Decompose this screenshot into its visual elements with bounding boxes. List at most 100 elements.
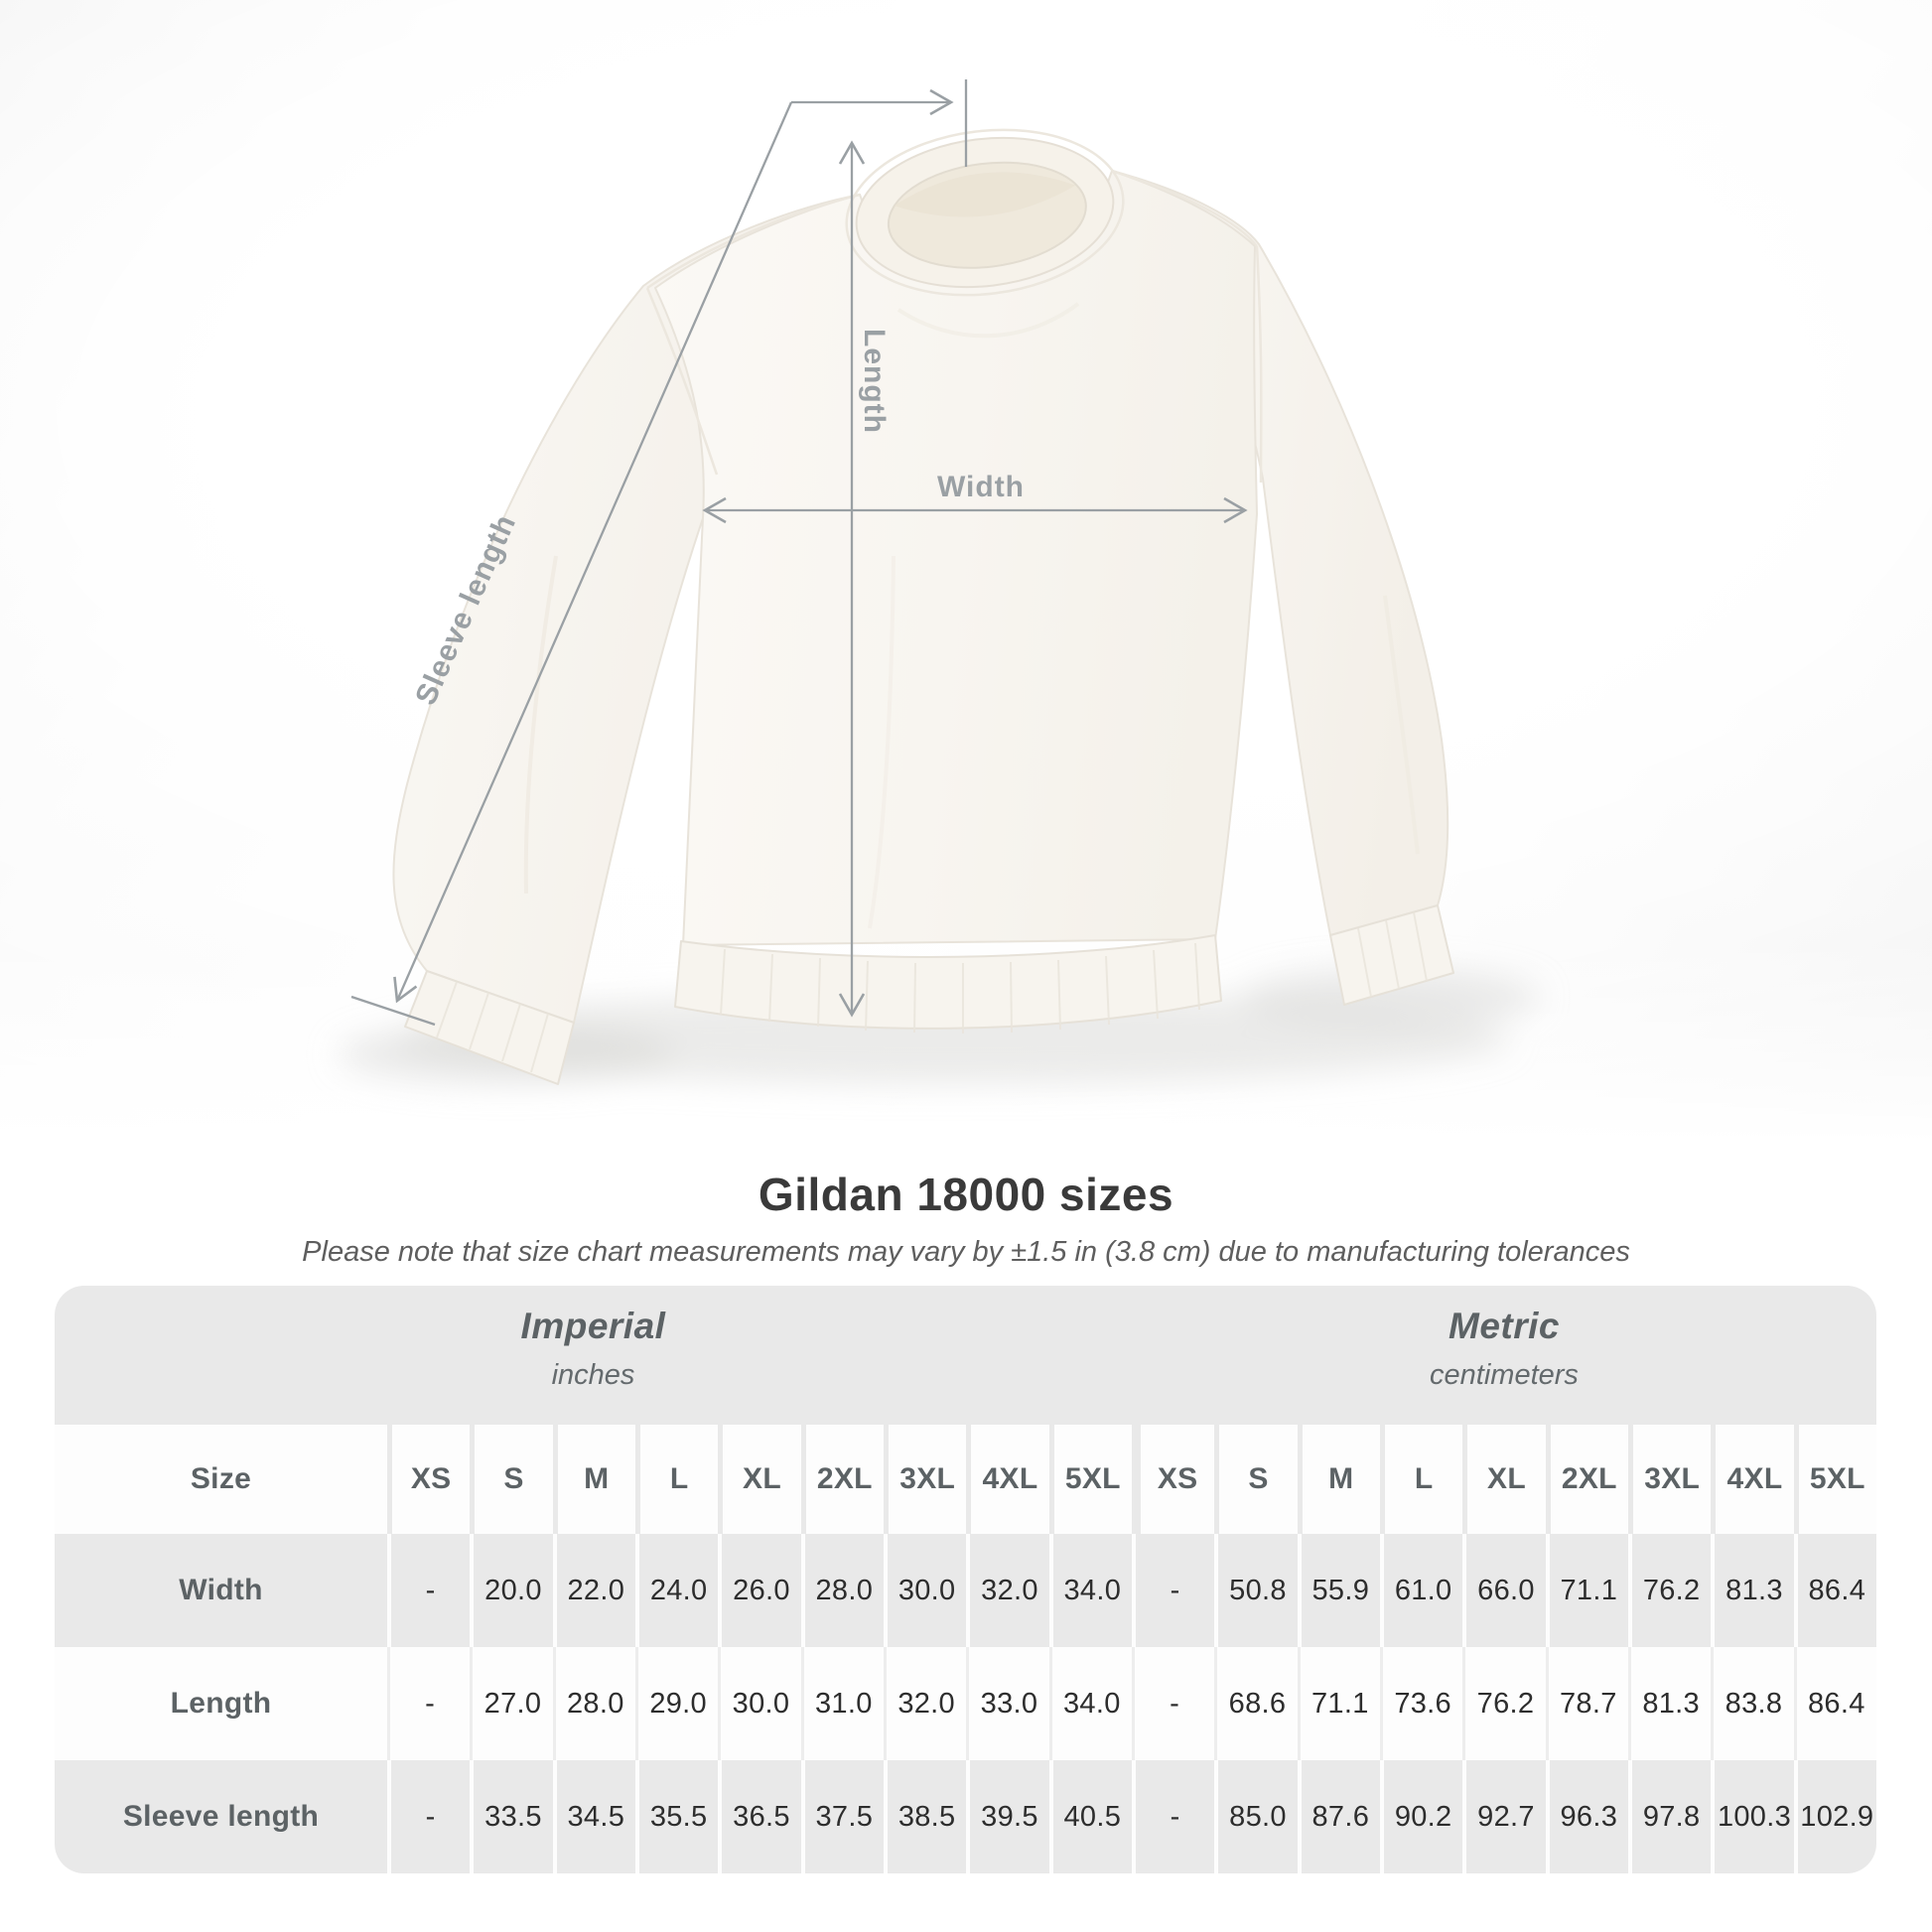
size-value-cell: 27.0 bbox=[470, 1647, 552, 1760]
size-value-cell: 76.2 bbox=[1462, 1647, 1545, 1760]
unit-group-row: Imperial inches Metric centimeters bbox=[55, 1286, 1876, 1425]
size-value-cell: 24.0 bbox=[635, 1534, 718, 1647]
row-label: Sleeve length bbox=[122, 1800, 320, 1833]
seam-lines bbox=[645, 169, 1263, 483]
size-col-header: 2XL bbox=[1545, 1425, 1628, 1534]
size-value-cell: 81.3 bbox=[1711, 1534, 1793, 1647]
size-col-header: L bbox=[1380, 1425, 1463, 1534]
size-col-header: S bbox=[1214, 1425, 1298, 1534]
size-value-cell: 39.5 bbox=[966, 1760, 1048, 1873]
sweatshirt-illustration bbox=[392, 128, 1454, 1085]
size-col-header: XS bbox=[387, 1425, 471, 1534]
left-cuff bbox=[404, 970, 575, 1085]
size-value-cell: 35.5 bbox=[635, 1760, 718, 1873]
size-value-cell: - bbox=[1132, 1760, 1214, 1873]
size-value-cell: 86.4 bbox=[1793, 1647, 1876, 1760]
size-value-cell: 100.3 bbox=[1711, 1760, 1793, 1873]
size-value-cell: - bbox=[387, 1647, 470, 1760]
size-value-cell: 28.0 bbox=[800, 1534, 884, 1647]
size-table: Imperial inches Metric centimeters Size … bbox=[55, 1286, 1876, 1873]
row-label: Length bbox=[170, 1687, 272, 1720]
size-value-cell: - bbox=[1132, 1647, 1214, 1760]
size-value-cell: 22.0 bbox=[552, 1534, 635, 1647]
size-value-cell: 87.6 bbox=[1297, 1760, 1380, 1873]
size-value-cell: 61.0 bbox=[1380, 1534, 1462, 1647]
size-value-cell: 97.8 bbox=[1628, 1760, 1711, 1873]
size-col-header: M bbox=[552, 1425, 635, 1534]
garment-shadow bbox=[338, 969, 1539, 1084]
size-value-cell: 34.0 bbox=[1048, 1647, 1132, 1760]
page-title: Gildan 18000 sizes bbox=[758, 1169, 1174, 1220]
size-col-header: 2XL bbox=[800, 1425, 884, 1534]
size-col-header: 3XL bbox=[1628, 1425, 1712, 1534]
size-col-header: 5XL bbox=[1793, 1425, 1876, 1534]
size-value-cell: 26.0 bbox=[718, 1534, 800, 1647]
size-col-header: 4XL bbox=[966, 1425, 1049, 1534]
hem-band bbox=[674, 934, 1222, 1030]
size-value-cell: 34.0 bbox=[1048, 1534, 1132, 1647]
size-value-cell: 36.5 bbox=[718, 1760, 800, 1873]
size-value-cell: 30.0 bbox=[884, 1534, 966, 1647]
size-value-cell: 66.0 bbox=[1462, 1534, 1545, 1647]
imperial-group-header: Imperial inches bbox=[55, 1286, 1132, 1425]
size-value-cell: 83.8 bbox=[1711, 1647, 1793, 1760]
size-value-cell: 78.7 bbox=[1545, 1647, 1628, 1760]
row-label: Width bbox=[179, 1574, 263, 1606]
metric-group-unit: centimeters bbox=[1430, 1358, 1579, 1391]
metric-group-title: Metric bbox=[1449, 1305, 1560, 1346]
size-col-header: M bbox=[1297, 1425, 1380, 1534]
product-figure: Width Length Sleeve length bbox=[0, 0, 1932, 1142]
size-value-cell: 38.5 bbox=[884, 1760, 966, 1873]
size-value-cell: 37.5 bbox=[800, 1760, 884, 1873]
size-value-cell: 68.6 bbox=[1214, 1647, 1297, 1760]
size-value-cell: 32.0 bbox=[966, 1534, 1048, 1647]
size-col-header: 4XL bbox=[1711, 1425, 1794, 1534]
size-col-header: L bbox=[635, 1425, 719, 1534]
size-col-header: 5XL bbox=[1048, 1425, 1132, 1534]
hem-ribs bbox=[720, 942, 1200, 1034]
measurement-annotations bbox=[350, 79, 1248, 1027]
size-value-cell: 73.6 bbox=[1380, 1647, 1462, 1760]
size-header-row: Size XS S M L XL 2XL 3XL 4XL 5XL XS S M … bbox=[55, 1425, 1876, 1534]
size-value-cell: - bbox=[1132, 1534, 1214, 1647]
left-cuff-ribs bbox=[436, 981, 549, 1073]
size-value-cell: 31.0 bbox=[800, 1647, 884, 1760]
size-value-cell: 86.4 bbox=[1793, 1534, 1876, 1647]
width-label: Width bbox=[937, 471, 1025, 503]
size-value-cell: 55.9 bbox=[1297, 1534, 1380, 1647]
size-value-cell: - bbox=[387, 1760, 470, 1873]
imperial-group-title: Imperial bbox=[520, 1305, 666, 1346]
size-value-cell: 29.0 bbox=[635, 1647, 718, 1760]
size-value-cell: 34.5 bbox=[552, 1760, 635, 1873]
collar bbox=[845, 128, 1125, 297]
size-value-cell: 28.0 bbox=[552, 1647, 635, 1760]
table-row-length: Length - 27.0 28.0 29.0 30.0 31.0 32.0 3… bbox=[55, 1647, 1876, 1760]
fabric-folds bbox=[523, 302, 1420, 929]
sleeve-cuff-tick bbox=[350, 995, 436, 1027]
size-value-cell: 90.2 bbox=[1380, 1760, 1462, 1873]
size-value-cell: 33.0 bbox=[966, 1647, 1048, 1760]
size-value-cell: 81.3 bbox=[1628, 1647, 1711, 1760]
metric-group-header: Metric centimeters bbox=[1132, 1286, 1876, 1425]
size-value-cell: 96.3 bbox=[1545, 1760, 1628, 1873]
tolerance-note: Please note that size chart measurements… bbox=[302, 1236, 1630, 1268]
size-value-cell: 102.9 bbox=[1793, 1760, 1876, 1873]
table-row-sleeve-length: Sleeve length - 33.5 34.5 35.5 36.5 37.5… bbox=[55, 1760, 1876, 1873]
size-col-header: 3XL bbox=[884, 1425, 967, 1534]
size-value-cell: 32.0 bbox=[884, 1647, 966, 1760]
size-value-cell: 85.0 bbox=[1214, 1760, 1297, 1873]
right-cuff-ribs bbox=[1357, 911, 1428, 998]
size-col-header: XS bbox=[1132, 1425, 1215, 1534]
length-label: Length bbox=[858, 329, 891, 434]
size-value-cell: 20.0 bbox=[470, 1534, 552, 1647]
imperial-group-unit: inches bbox=[551, 1358, 635, 1391]
sweatshirt-measurement-diagram: Width Length Sleeve length bbox=[338, 79, 1539, 1085]
size-column-title: Size bbox=[55, 1425, 387, 1534]
size-value-cell: 30.0 bbox=[718, 1647, 800, 1760]
size-value-cell: 40.5 bbox=[1048, 1760, 1132, 1873]
size-value-cell: 33.5 bbox=[470, 1760, 552, 1873]
size-value-cell: 50.8 bbox=[1214, 1534, 1297, 1647]
size-value-cell: 71.1 bbox=[1545, 1534, 1628, 1647]
sleeve-length-arrow bbox=[350, 79, 968, 1027]
